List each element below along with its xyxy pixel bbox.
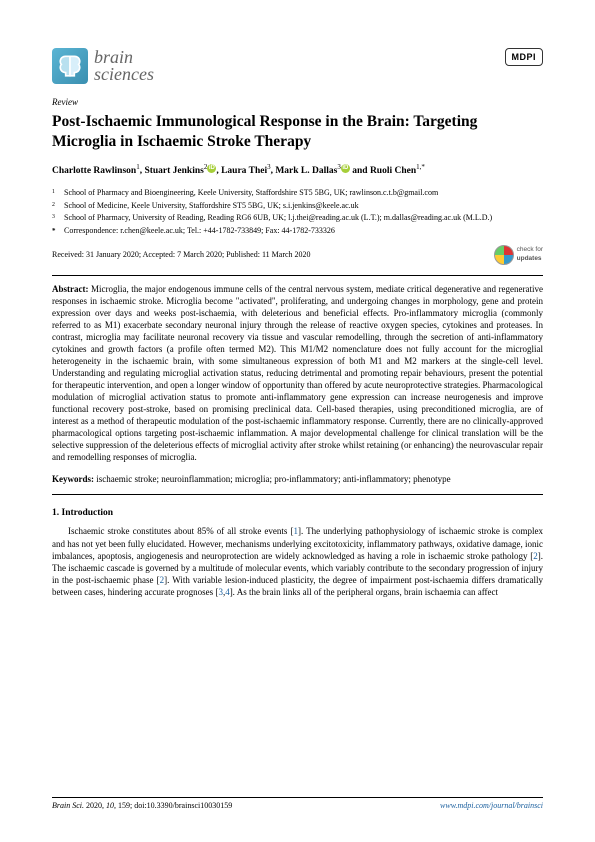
author-3: Laura Thei — [221, 166, 267, 176]
affiliations: 1School of Pharmacy and Bioengineering, … — [52, 188, 543, 237]
publication-dates: Received: 31 January 2020; Accepted: 7 M… — [52, 250, 311, 261]
separator — [52, 275, 543, 276]
affiliation-2: School of Medicine, Keele University, St… — [64, 201, 543, 213]
correspondence: Correspondence: r.chen@keele.ac.uk; Tel.… — [64, 226, 543, 237]
dates-row: Received: 31 January 2020; Accepted: 7 M… — [52, 245, 543, 265]
check-for-updates-button[interactable]: check for updates — [494, 245, 543, 265]
orcid-icon[interactable]: iD — [341, 164, 350, 173]
abstract: Abstract: Microglia, the major endogenou… — [52, 284, 543, 464]
journal-name-line2: sciences — [94, 66, 154, 83]
crossmark-icon — [494, 245, 514, 265]
author-list: Charlotte Rawlinson1, Stuart Jenkins2iD,… — [52, 163, 543, 178]
author-2: Stuart Jenkins — [144, 166, 203, 176]
abstract-label: Abstract: — [52, 284, 89, 294]
affiliation-1: School of Pharmacy and Bioengineering, K… — [64, 188, 543, 200]
page-header: brain sciences MDPI — [52, 48, 543, 84]
page-footer: Brain Sci. 2020, 10, 159; doi:10.3390/br… — [52, 801, 543, 812]
keywords: Keywords: ischaemic stroke; neuroinflamm… — [52, 473, 543, 485]
author-5: Ruoli Chen — [370, 166, 416, 176]
author-4: Mark L. Dallas — [275, 166, 337, 176]
brain-icon — [52, 48, 88, 84]
article-type: Review — [52, 96, 543, 108]
publisher-logo[interactable]: MDPI — [505, 48, 544, 66]
separator — [52, 494, 543, 495]
keywords-text: ischaemic stroke; neuroinflammation; mic… — [94, 474, 451, 484]
intro-paragraph: Ischaemic stroke constitutes about 85% o… — [52, 525, 543, 598]
author-1: Charlotte Rawlinson — [52, 166, 136, 176]
keywords-label: Keywords: — [52, 474, 94, 484]
affiliation-3: School of Pharmacy, University of Readin… — [64, 213, 543, 225]
journal-name: brain sciences — [94, 49, 154, 83]
orcid-icon[interactable]: iD — [207, 164, 216, 173]
journal-logo: brain sciences — [52, 48, 154, 84]
footer-separator — [52, 797, 543, 798]
citation: Brain Sci. 2020, 10, 159; doi:10.3390/br… — [52, 801, 232, 812]
article-title: Post-Ischaemic Immunological Response in… — [52, 112, 543, 151]
abstract-text: Microglia, the major endogenous immune c… — [52, 284, 543, 462]
section-1-heading: 1. Introduction — [52, 507, 543, 520]
journal-url-link[interactable]: www.mdpi.com/journal/brainsci — [440, 801, 543, 812]
